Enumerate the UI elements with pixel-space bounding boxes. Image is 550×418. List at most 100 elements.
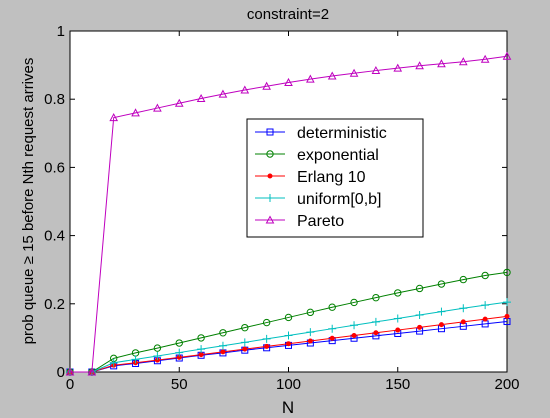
- data-point: [153, 344, 162, 352]
- chart-title: constraint=2: [247, 6, 329, 23]
- data-point: [240, 85, 250, 94]
- legend-label: Erlang 10: [297, 169, 366, 186]
- series-layer: [65, 51, 512, 376]
- legend-item: Erlang 10: [255, 169, 366, 186]
- data-point: [286, 341, 291, 347]
- data-point: [349, 68, 359, 77]
- legend-label: uniform[0,b]: [297, 191, 381, 208]
- x-tick-label: 100: [276, 376, 301, 393]
- legend-marker: [266, 128, 274, 136]
- data-point: [393, 314, 402, 323]
- legend-item: uniform[0,b]: [255, 191, 381, 208]
- data-point: [415, 284, 424, 293]
- data-point: [262, 81, 271, 90]
- data-point: [372, 293, 380, 302]
- data-point: [437, 280, 446, 288]
- data-point: [198, 352, 204, 358]
- data-point: [284, 313, 293, 322]
- y-tick-label: 1: [57, 23, 65, 40]
- data-point: [415, 311, 424, 320]
- legend-marker: [266, 194, 274, 202]
- y-axis-label: prob queue ≥ 15 before Nth request arriv…: [20, 58, 37, 345]
- data-point: [284, 331, 293, 340]
- data-point: [417, 324, 423, 330]
- legend-box: [246, 118, 424, 238]
- data-point: [482, 316, 488, 322]
- data-point: [437, 307, 446, 316]
- legend-marker: [266, 150, 274, 158]
- series-uniform-0-b: [66, 298, 511, 376]
- data-point: [458, 57, 468, 66]
- data-point: [327, 71, 337, 80]
- data-point: [196, 93, 206, 103]
- data-point: [350, 321, 359, 330]
- data-point: [175, 348, 184, 357]
- legend-item: Pareto: [255, 213, 344, 230]
- series-line: [70, 55, 508, 373]
- data-point: [240, 338, 249, 347]
- y-tick-label: 0.4: [44, 228, 65, 245]
- x-tick-label: 200: [494, 376, 519, 393]
- legend-label: deterministic: [297, 125, 387, 142]
- data-point: [153, 351, 162, 360]
- legend-item: exponential: [255, 147, 379, 164]
- data-point: [262, 318, 271, 327]
- legend-label: exponential: [297, 147, 379, 164]
- data-point: [459, 275, 467, 284]
- data-point: [131, 355, 140, 364]
- data-point: [262, 334, 271, 343]
- data-point: [219, 329, 227, 337]
- data-point: [373, 330, 379, 336]
- data-point: [350, 298, 358, 307]
- data-point: [480, 54, 490, 63]
- data-point: [307, 338, 313, 344]
- data-point: [109, 113, 119, 122]
- data-point: [393, 63, 403, 72]
- data-point: [197, 334, 205, 342]
- data-point: [503, 268, 511, 277]
- data-point: [131, 108, 140, 117]
- data-point: [438, 322, 444, 328]
- x-tick-label: 50: [171, 376, 188, 393]
- data-point: [241, 323, 249, 332]
- data-point: [437, 59, 446, 68]
- legend-marker: [267, 173, 273, 179]
- data-point: [218, 341, 227, 350]
- legend-marker: [265, 215, 275, 224]
- data-point: [87, 367, 97, 376]
- y-axis: 0 0.2 0.4 0.6 0.8 1: [44, 23, 507, 381]
- y-tick-label: 0.6: [44, 159, 65, 176]
- y-tick-label: 0.2: [44, 296, 65, 313]
- data-point: [242, 346, 248, 352]
- data-point: [503, 298, 511, 307]
- data-point: [371, 317, 380, 326]
- x-tick-label: 150: [385, 376, 410, 393]
- x-axis-label: N: [282, 398, 294, 417]
- data-point: [306, 74, 315, 83]
- data-point: [306, 308, 315, 317]
- series-line: [70, 271, 508, 373]
- data-point: [109, 358, 118, 367]
- y-tick-label: 0.8: [44, 91, 65, 108]
- data-point: [394, 289, 402, 297]
- data-point: [175, 339, 183, 347]
- data-point: [220, 349, 226, 355]
- data-point: [197, 345, 206, 354]
- data-point: [504, 313, 510, 319]
- data-point: [329, 335, 335, 341]
- data-point: [481, 301, 490, 310]
- data-point: [328, 303, 336, 311]
- data-point: [415, 61, 424, 70]
- data-point: [459, 304, 468, 313]
- data-point: [218, 89, 228, 98]
- data-point: [351, 333, 357, 339]
- x-axis: 0 50 100 150 200: [66, 31, 520, 393]
- legend-item: deterministic: [255, 125, 387, 142]
- data-point: [460, 319, 466, 325]
- data-point: [328, 324, 337, 333]
- legend-label: Pareto: [297, 213, 344, 230]
- data-point: [174, 98, 184, 107]
- data-point: [395, 327, 401, 333]
- legend: deterministic exponential Erlang 10 uniform…: [246, 118, 424, 238]
